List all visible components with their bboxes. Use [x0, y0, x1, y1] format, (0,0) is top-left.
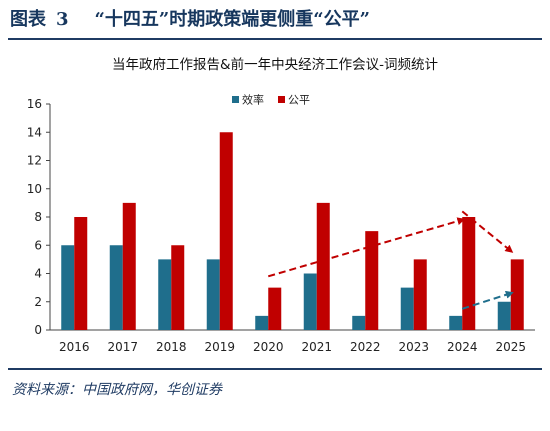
y-axis: 0 2 4 6 8 10 12 14 16 — [27, 97, 51, 337]
bar-efficiency-2024 — [449, 315, 463, 330]
legend-swatch — [232, 96, 239, 103]
x-tick-label: 2020 — [253, 340, 284, 354]
y-tick-label: 8 — [34, 210, 42, 224]
bar-efficiency-2018 — [158, 259, 172, 330]
bar-fairness-2022 — [365, 231, 379, 330]
y-tick-label: 14 — [27, 125, 42, 139]
trend-arrow-efficiency-2 — [461, 290, 514, 310]
trend-arrow-fairness-0 — [267, 217, 466, 278]
y-tick-label: 12 — [27, 154, 42, 168]
x-tick-label: 2021 — [301, 340, 332, 354]
trend-annotations — [267, 210, 514, 310]
x-tick-label: 2023 — [398, 340, 429, 354]
bar-fairness-2018 — [171, 245, 185, 330]
x-tick-label: 2016 — [59, 340, 90, 354]
figure-heading: “十四五”时期政策端更侧重“公平” — [94, 9, 370, 30]
bar-fairness-2024 — [462, 217, 476, 330]
bar-fairness-2023 — [413, 259, 427, 330]
legend-label: 效率 — [242, 93, 264, 107]
bar-efficiency-2019 — [206, 259, 220, 330]
x-axis: 2016 2017 2018 2019 2020 2021 2022 2023 2024 2025 — [50, 329, 535, 354]
bar-efficiency-2020 — [255, 315, 269, 330]
y-tick-label: 2 — [34, 295, 42, 309]
bar-fairness-2017 — [122, 202, 136, 330]
x-tick-label: 2019 — [204, 340, 235, 354]
y-tick-label: 6 — [34, 238, 42, 252]
bar-efficiency-2022 — [352, 315, 366, 330]
y-tick-label: 4 — [34, 267, 42, 281]
chart-title: 当年政府工作报告&前一年中央经济工作会议-词频统计 — [112, 56, 438, 73]
x-tick-label: 2024 — [447, 340, 478, 354]
bar-fairness-2016 — [74, 217, 88, 330]
y-tick-label: 10 — [27, 182, 42, 196]
bars — [61, 132, 524, 330]
bar-efficiency-2023 — [400, 287, 414, 330]
legend-label: 公平 — [288, 94, 310, 107]
source-note: 资料来源：中国政府网，华创证券 — [12, 382, 222, 398]
legend-swatch — [278, 96, 285, 103]
y-tick-label: 16 — [27, 97, 42, 111]
bar-fairness-2019 — [219, 132, 233, 330]
bottom-rule — [8, 368, 542, 370]
bar-efficiency-2025 — [497, 301, 511, 330]
bar-efficiency-2017 — [109, 245, 123, 330]
figure-label: 图表 — [10, 9, 46, 30]
x-tick-label: 2022 — [350, 340, 381, 354]
y-tick-label: 0 — [34, 323, 42, 337]
figure-title: 图表 3 “十四五”时期政策端更侧重“公平” — [10, 6, 370, 34]
bar-efficiency-2016 — [61, 245, 75, 330]
bar-fairness-2025 — [510, 259, 524, 330]
figure-number: 3 — [56, 9, 69, 30]
bar-fairness-2020 — [268, 287, 282, 330]
x-tick-label: 2018 — [156, 340, 187, 354]
bar-efficiency-2021 — [303, 273, 317, 330]
legend: 效率 公平 — [232, 93, 310, 107]
x-tick-label: 2025 — [495, 340, 526, 354]
bar-chart: 当年政府工作报告&前一年中央经济工作会议-词频统计 效率 公平 0 2 4 6 8 10 12… — [27, 56, 535, 354]
bar-fairness-2021 — [316, 202, 330, 330]
x-tick-label: 2017 — [107, 340, 138, 354]
top-rule — [8, 38, 542, 40]
